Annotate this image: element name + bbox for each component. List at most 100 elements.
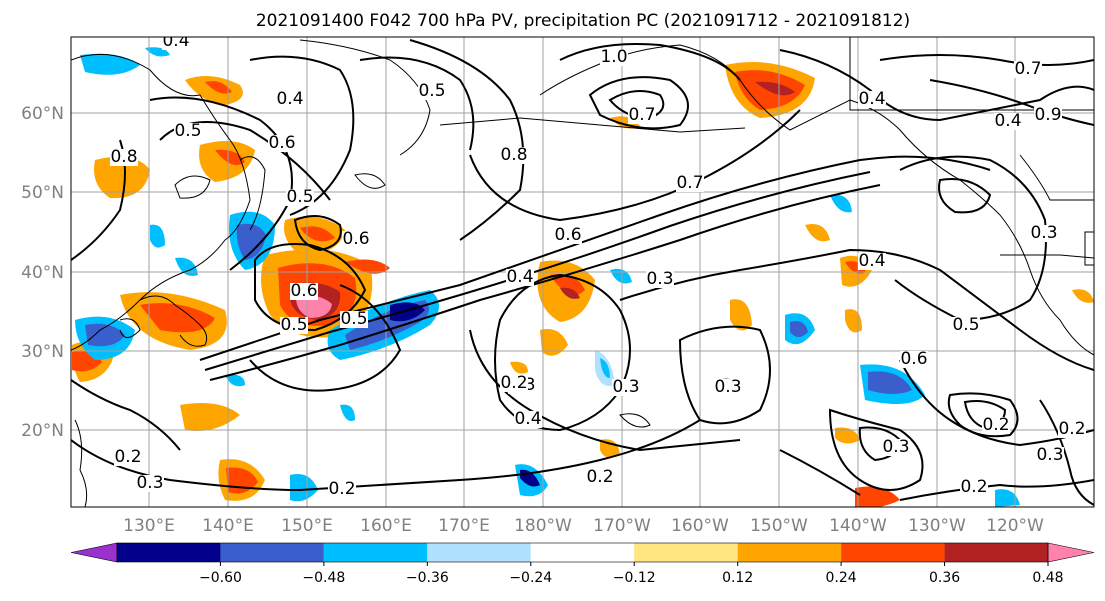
map-frame [70, 36, 1095, 508]
colorbar-frame [116, 542, 1049, 563]
contour-label: 0.2 [328, 479, 355, 499]
contour-label-background [1034, 107, 1062, 124]
contour-label-background [268, 135, 296, 152]
contour-label-background [900, 351, 928, 368]
pv-contours [71, 39, 1094, 506]
precip-negative-area [600, 358, 610, 378]
contour-label: 1.0 [600, 47, 627, 67]
latitude-axis: 60°N 50°N 40°N 30°N 20°N [21, 104, 64, 441]
contour-label: 0.2 [982, 415, 1009, 435]
lat-label: 50°N [21, 183, 64, 203]
longitude-axis: 130°E 140°E 150°E 160°E 170°E 180°W 170°… [123, 516, 1044, 536]
colorbar-tick-label: 0.48 [1032, 570, 1063, 586]
contour-label-background [952, 317, 980, 334]
colorbar-tick-label: −0.48 [302, 570, 345, 586]
contour-label-background [586, 469, 614, 486]
contour-label-background [328, 481, 356, 498]
contour-label: 0.3 [1030, 223, 1057, 243]
precip-negative-area [80, 53, 140, 75]
lat-label: 40°N [21, 263, 64, 283]
colorbar-swatch [427, 543, 531, 562]
precip-positive-core [300, 226, 335, 242]
colorbar-tick-label: −0.24 [509, 570, 552, 586]
contour-label: 0.2 [586, 467, 613, 487]
precip-negative-area [225, 374, 245, 387]
precip-negative-area [830, 194, 852, 213]
contour-label-background [286, 189, 314, 206]
precip-negative-core [236, 223, 266, 260]
contour-label: 0.5 [952, 315, 979, 335]
contour-label-background [500, 147, 528, 164]
contour-label-background [1036, 447, 1064, 464]
precip-positive-core [205, 81, 232, 94]
contour-label: 0.7 [1014, 59, 1041, 79]
precip-positive-core [345, 259, 390, 274]
precip-positive-area [805, 224, 830, 242]
colorbar-swatch [117, 543, 221, 562]
precip-negative-core [790, 321, 808, 337]
colorbar: −0.60 −0.48 −0.36 −0.24 −0.12 0.12 0.24 0.36 0.4… [70, 542, 1095, 586]
contour-label: 0.4 [506, 267, 533, 287]
colorbar-extend-low [70, 542, 118, 563]
contour-label: 0.4 [858, 251, 885, 271]
contour-label: 0.2 [500, 373, 527, 393]
colorbar-tick-label: 0.36 [929, 570, 960, 586]
contour-label: 0.4 [162, 31, 189, 51]
lon-label: 160°E [360, 516, 412, 536]
precip-positive-area [510, 361, 528, 374]
lon-label: 180°W [514, 516, 572, 536]
lat-label: 60°N [21, 104, 64, 124]
colorbar-tick-label: −0.60 [199, 570, 242, 586]
colorbar-swatch [841, 543, 945, 562]
contour-label: 0.5 [280, 315, 307, 335]
precip-positive-area [730, 299, 752, 331]
precip-negative-core [85, 323, 125, 347]
contour-label: 0.9 [1034, 105, 1061, 125]
lat-label: 20°N [21, 421, 64, 441]
contour-label: 0.2 [114, 447, 141, 467]
contour-label-background [276, 91, 304, 108]
contour-label-background [676, 175, 704, 192]
contour-label-background [174, 123, 202, 140]
lon-label: 120°W [986, 516, 1044, 536]
contour-label-background [342, 231, 370, 248]
contour-label-background [110, 149, 138, 166]
contour-label: 0.3 [1036, 445, 1063, 465]
colorbar-swatch [944, 543, 1048, 562]
colorbar-swatch [220, 543, 324, 562]
contour-label-background [290, 283, 318, 300]
contour-label: 0.5 [286, 187, 313, 207]
precip-positive-core [140, 303, 215, 333]
contour-label: 0.5 [174, 121, 201, 141]
contour-label: 0.4 [514, 409, 541, 429]
lon-label: 140°E [202, 516, 254, 536]
colorbar-swatch [634, 543, 738, 562]
colorbar-swatch [737, 543, 842, 562]
precip-positive-area [1072, 289, 1094, 303]
contour-label-background [960, 479, 988, 496]
precip-positive-peak [296, 295, 332, 318]
contour-label: 0.4 [276, 89, 303, 109]
contour-label-background [136, 475, 164, 492]
map-title: 2021091400 F042 700 hPa PV, precipitatio… [256, 11, 910, 31]
lon-label: 170°W [593, 516, 651, 536]
contour-label-background [162, 37, 190, 50]
colorbar-tick-label: 0.24 [826, 570, 857, 586]
contour-label-background [1058, 421, 1086, 438]
contour-label-background [280, 317, 308, 334]
colorbar-swatch [530, 543, 635, 562]
precip-positive-core [755, 81, 795, 96]
contour-label: 0.6 [268, 133, 295, 153]
lon-label: 170°E [438, 516, 490, 536]
contour-label: 0.3 [882, 437, 909, 457]
precip-negative-area [995, 489, 1020, 507]
contour-label: 0.6 [900, 349, 927, 369]
contour-label: 0.3 [136, 473, 163, 493]
contour-label: 0.7 [676, 173, 703, 193]
colorbar-tick-label: −0.36 [406, 570, 449, 586]
contour-label-background [340, 311, 368, 328]
precip-negative-area [150, 224, 165, 248]
precip-negative-area [290, 474, 318, 502]
contour-label: 0.6 [342, 229, 369, 249]
